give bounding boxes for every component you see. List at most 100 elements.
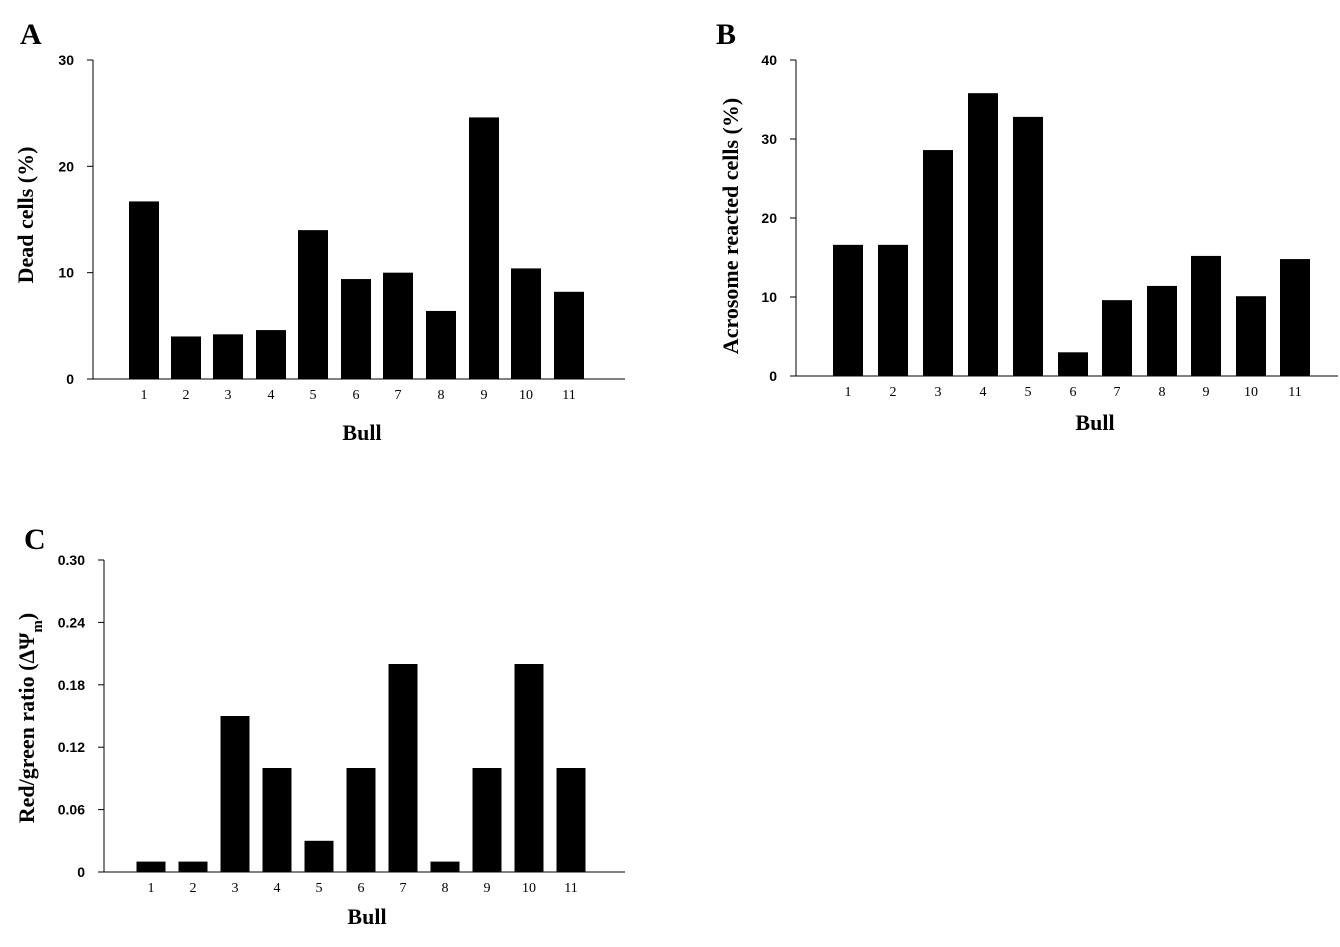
panel-b-bar-10 <box>1236 296 1266 376</box>
panel-a-bar-3 <box>213 334 243 379</box>
panel-b-bar-6 <box>1058 352 1088 376</box>
panel-a-bar-7 <box>383 272 413 379</box>
panel-a-bar-8 <box>426 310 456 379</box>
panel-b-bar-5 <box>1013 116 1043 376</box>
panel-c-y-axis-title-main: Red/green ratio (ΔΨ <box>14 632 39 823</box>
panel-b-x-tick-label: 1 <box>845 385 852 400</box>
panel-b-y-tick-label: 30 <box>761 131 777 147</box>
panel-c-bar-9 <box>472 768 502 872</box>
panel-c-y-axis-title: Red/green ratio (ΔΨm) <box>14 613 46 823</box>
panel-c-x-tick-label: 7 <box>400 881 407 896</box>
panel-b-y-ticks: 0 10 20 30 40 <box>761 52 796 384</box>
panel-c-x-tick-label: 9 <box>484 881 491 896</box>
panel-b-x-tick-label: 11 <box>1288 385 1301 400</box>
panel-letter-a: A <box>20 18 42 51</box>
panel-b-bar-1 <box>833 244 863 376</box>
panel-c-y-tick-label: 0.24 <box>58 614 85 630</box>
panel-a-x-tick-label: 11 <box>562 388 575 403</box>
panel-a-bar-6 <box>341 279 371 379</box>
panel-b-x-tick-label: 6 <box>1070 385 1077 400</box>
panel-a: A 0 10 20 30 1 2 3 4 5 6 7 8 9 10 11 Bull Dead cells … <box>13 18 625 445</box>
panel-c-bar-1 <box>136 861 166 872</box>
panel-c-y-tick-label: 0.12 <box>58 739 85 755</box>
panel-c-bar-5 <box>304 840 334 872</box>
panel-b-y-tick-label: 0 <box>769 368 777 384</box>
panel-b-bar-2 <box>878 244 908 376</box>
panel-c-x-tick-label: 8 <box>442 881 449 896</box>
panel-b-y-tick-label: 40 <box>761 52 777 68</box>
panel-b-x-tick-label: 2 <box>890 385 897 400</box>
panel-a-y-tick-label: 0 <box>66 371 74 387</box>
panel-a-x-tick-label: 10 <box>519 388 533 403</box>
panel-b-x-tick-label: 3 <box>935 385 942 400</box>
panel-a-x-tick-label: 1 <box>141 388 148 403</box>
panel-a-x-tick-label: 7 <box>395 388 402 403</box>
panel-a-bar-1 <box>129 201 159 379</box>
panel-c-y-tick-label: 0.30 <box>58 552 85 568</box>
panel-b-x-tick-label: 4 <box>980 385 987 400</box>
panel-a-x-ticks: 1 2 3 4 5 6 7 8 9 10 11 <box>141 388 576 403</box>
panel-b-bar-11 <box>1280 259 1310 376</box>
panel-c-y-tick-label: 0.06 <box>58 802 85 818</box>
panel-c: C 0 0.06 0.12 0.18 0.24 0.30 1 2 3 4 5 6 7 8 9 10 11 Bu… <box>14 523 625 929</box>
panel-c-y-tick-label: 0.18 <box>58 677 85 693</box>
panel-c-bar-3 <box>220 716 250 872</box>
panel-b: B 0 10 20 30 40 1 2 3 4 5 6 7 8 9 10 11 Bull Acrosome … <box>716 18 1338 435</box>
panel-c-x-tick-label: 11 <box>564 881 577 896</box>
panel-a-bar-5 <box>298 230 328 379</box>
panel-c-x-tick-label: 2 <box>190 881 197 896</box>
panel-b-bar-7 <box>1102 300 1132 376</box>
panel-a-bar-9 <box>469 117 499 380</box>
panel-a-x-tick-label: 9 <box>481 388 488 403</box>
panel-b-y-axis-title: Acrosome reacted cells (%) <box>718 98 743 354</box>
panel-letter-c: C <box>24 523 46 556</box>
panel-b-bar-3 <box>923 150 953 376</box>
panel-c-y-axis-title-close: ) <box>14 613 39 620</box>
panel-c-x-tick-label: 6 <box>358 881 365 896</box>
panel-b-bar-9 <box>1191 255 1221 376</box>
panel-c-x-ticks: 1 2 3 4 5 6 7 8 9 10 11 <box>148 881 578 896</box>
panel-c-bar-4 <box>262 768 292 872</box>
panel-b-x-tick-label: 5 <box>1025 385 1032 400</box>
panel-a-x-tick-label: 3 <box>225 388 232 403</box>
panel-c-y-axis-title-subscript: m <box>30 620 46 633</box>
panel-a-bar-4 <box>256 330 286 379</box>
panel-a-y-axis-title: Dead cells (%) <box>13 147 38 284</box>
panel-a-y-tick-label: 10 <box>58 265 74 281</box>
panel-b-y-tick-label: 20 <box>761 210 777 226</box>
panel-c-x-tick-label: 4 <box>274 881 281 896</box>
panel-a-y-tick-label: 20 <box>58 158 74 174</box>
panel-c-x-tick-label: 10 <box>522 881 536 896</box>
panel-letter-b: B <box>716 18 736 51</box>
panel-a-x-tick-label: 4 <box>268 388 275 403</box>
panel-b-y-tick-label: 10 <box>761 289 777 305</box>
panel-c-bar-8 <box>430 861 460 872</box>
panel-c-x-tick-label: 1 <box>148 881 155 896</box>
panel-c-x-axis-title: Bull <box>347 904 386 929</box>
panel-a-bars <box>129 117 584 380</box>
panel-b-x-tick-label: 10 <box>1244 385 1258 400</box>
panel-a-x-axis-title: Bull <box>342 420 381 445</box>
panel-c-bar-11 <box>556 768 586 872</box>
panel-b-x-axis-title: Bull <box>1075 410 1114 435</box>
panel-b-bar-4 <box>968 93 998 377</box>
panel-c-bar-2 <box>178 861 208 872</box>
panel-c-y-tick-label: 0 <box>77 864 85 880</box>
panel-a-x-tick-label: 2 <box>183 388 190 403</box>
panel-c-bar-10 <box>514 664 544 872</box>
panel-a-y-ticks: 0 10 20 30 <box>58 52 93 387</box>
panel-b-bars <box>833 93 1310 377</box>
panel-c-x-tick-label: 3 <box>232 881 239 896</box>
panel-a-bar-11 <box>554 291 584 379</box>
panel-a-x-tick-label: 5 <box>310 388 317 403</box>
panel-b-x-ticks: 1 2 3 4 5 6 7 8 9 10 11 <box>845 385 1302 400</box>
panel-c-bar-7 <box>388 664 418 872</box>
panel-c-y-ticks: 0 0.06 0.12 0.18 0.24 0.30 <box>58 552 104 880</box>
panel-c-bar-6 <box>346 768 376 872</box>
panel-b-bar-8 <box>1147 285 1177 376</box>
panel-a-y-tick-label: 30 <box>58 52 74 68</box>
panel-a-x-tick-label: 6 <box>353 388 360 403</box>
panel-c-x-tick-label: 5 <box>316 881 323 896</box>
panel-c-bars <box>136 664 586 872</box>
